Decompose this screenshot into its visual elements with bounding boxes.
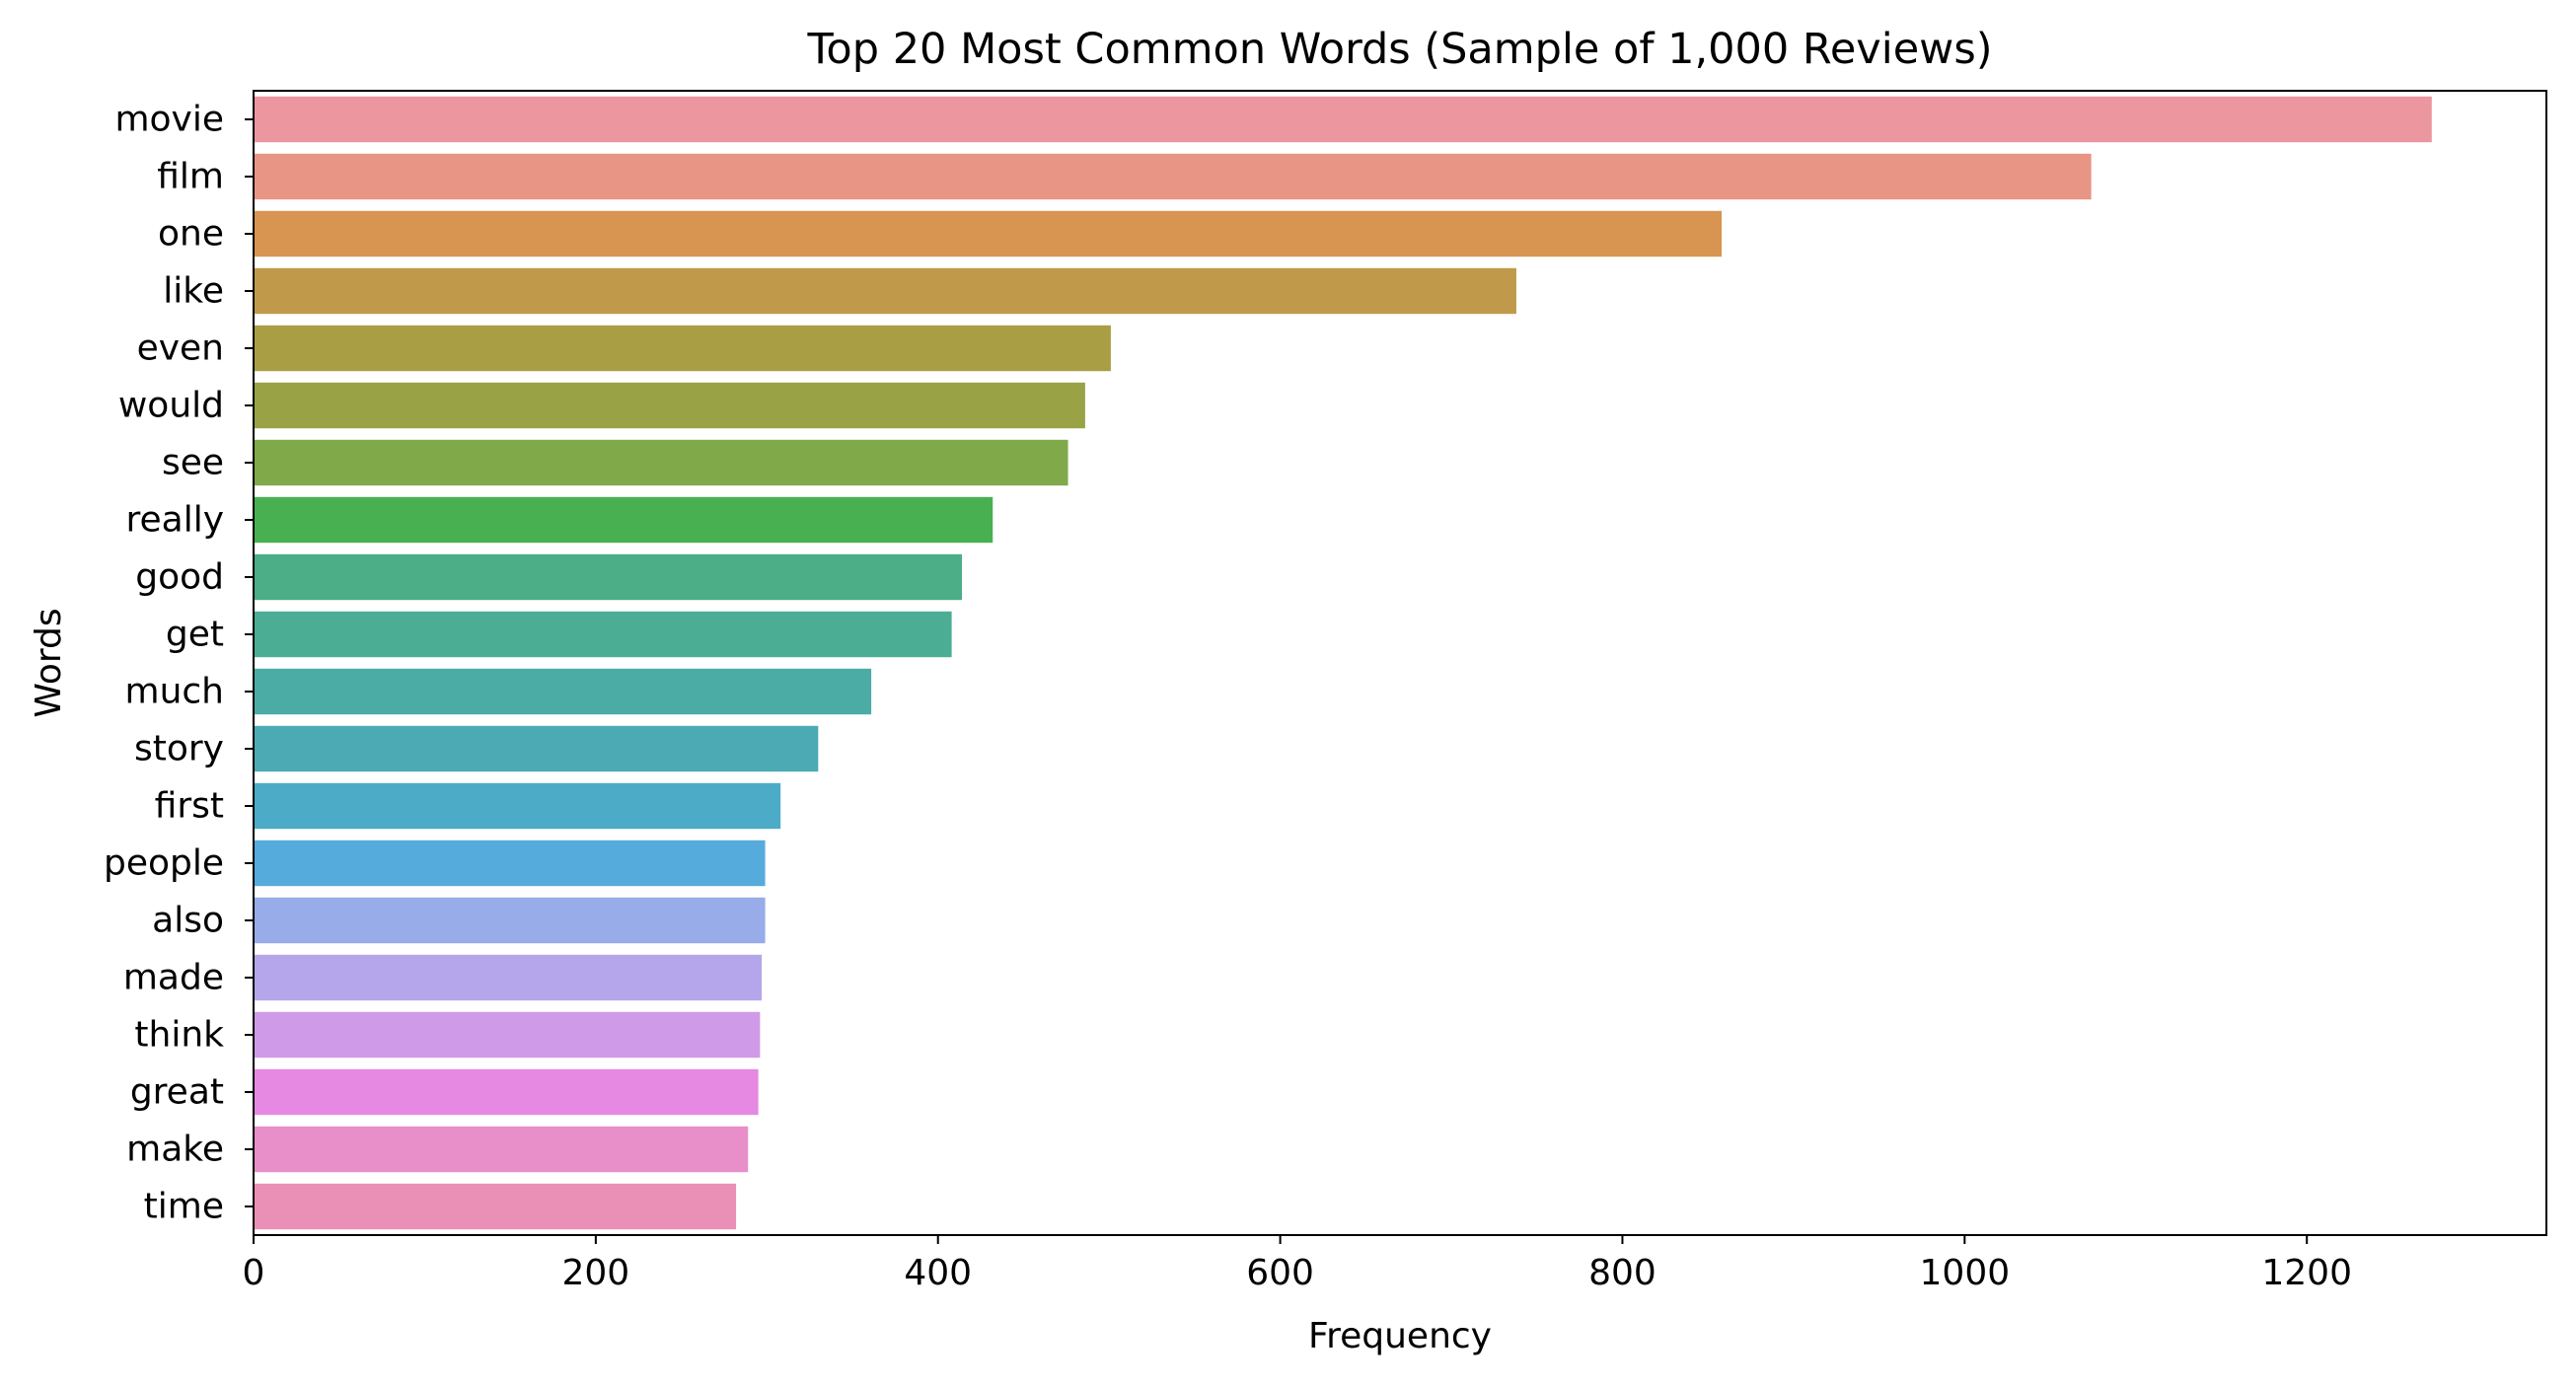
- bar-like: [254, 267, 1516, 315]
- bar-movie: [254, 96, 2432, 143]
- y-tick-label: make: [126, 1130, 224, 1170]
- x-axis-ticks: 0 200 400 600 800 1000 1200: [243, 1235, 2352, 1293]
- y-axis-ticks: movie film one like even would see really good ge…: [104, 100, 254, 1227]
- bar-story: [254, 725, 819, 772]
- y-tick-label: even: [137, 329, 224, 369]
- y-tick-label: movie: [114, 100, 224, 140]
- y-tick-label: one: [158, 214, 224, 255]
- chart-title: Top 20 Most Common Words (Sample of 1,00…: [806, 25, 1992, 74]
- y-tick-label: think: [134, 1015, 224, 1056]
- x-tick-label: 200: [562, 1253, 630, 1293]
- bar-first: [254, 782, 781, 830]
- bar-make: [254, 1126, 749, 1173]
- bar-great: [254, 1068, 759, 1116]
- y-tick-label: good: [135, 557, 224, 598]
- bar-people: [254, 840, 766, 887]
- x-tick-label: 800: [1588, 1253, 1656, 1293]
- x-tick-label: 400: [904, 1253, 972, 1293]
- bar-one: [254, 210, 1723, 257]
- y-tick-label: get: [166, 615, 224, 655]
- bar-good: [254, 553, 963, 601]
- x-axis-label: Frequency: [1308, 1316, 1492, 1356]
- x-tick-label: 600: [1246, 1253, 1314, 1293]
- y-tick-label: made: [123, 958, 224, 998]
- bar-see: [254, 439, 1068, 486]
- y-tick-label: story: [134, 729, 224, 769]
- y-tick-label: people: [104, 843, 224, 884]
- x-tick-label: 1200: [2261, 1253, 2352, 1293]
- bar-really: [254, 496, 994, 544]
- bar-even: [254, 325, 1111, 372]
- y-tick-label: also: [152, 901, 224, 941]
- bar-think: [254, 1011, 761, 1059]
- y-tick-label: much: [125, 672, 225, 712]
- bar-film: [254, 153, 2092, 200]
- y-tick-label: see: [162, 443, 224, 483]
- y-axis-label: Words: [29, 608, 69, 717]
- y-tick-label: like: [163, 271, 224, 312]
- bar-would: [254, 382, 1085, 429]
- x-tick-label: 0: [243, 1253, 265, 1293]
- bar-much: [254, 668, 872, 715]
- bar-time: [254, 1183, 737, 1230]
- y-tick-label: time: [144, 1187, 224, 1227]
- y-tick-label: great: [130, 1072, 224, 1113]
- y-tick-label: would: [118, 386, 224, 426]
- bars-group: [254, 96, 2432, 1230]
- bar-made: [254, 954, 763, 1001]
- bar-also: [254, 897, 766, 944]
- y-tick-label: first: [155, 786, 224, 827]
- plot-area-frame: [253, 90, 2547, 1236]
- y-tick-label: film: [157, 157, 224, 197]
- y-tick-label: really: [125, 500, 224, 541]
- x-tick-label: 1000: [1920, 1253, 2011, 1293]
- bar-get: [254, 611, 952, 658]
